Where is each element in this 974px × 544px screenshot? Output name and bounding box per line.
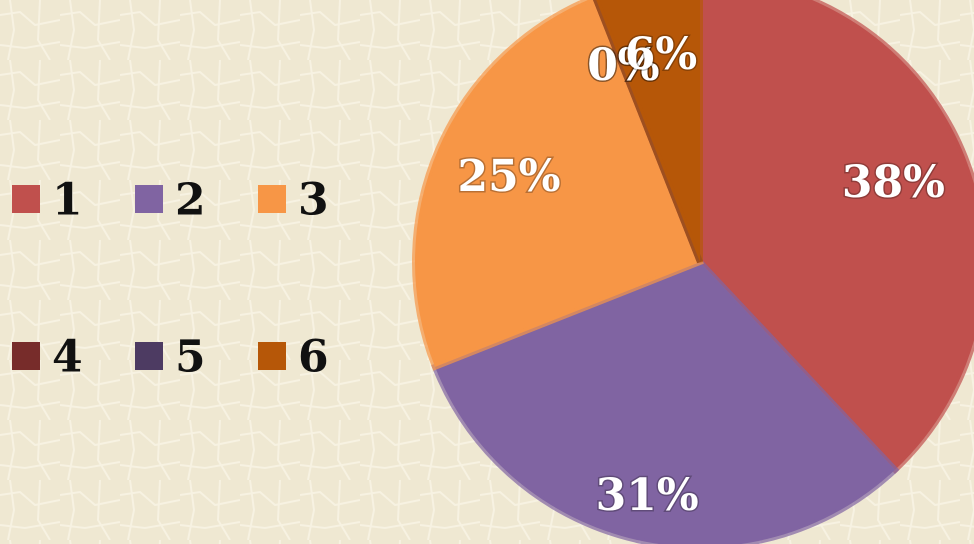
legend-swatch <box>135 342 163 370</box>
legend-label: 5 <box>175 332 206 383</box>
legend-swatch <box>135 185 163 213</box>
pie-slice <box>431 258 900 544</box>
legend-label: 2 <box>175 175 206 226</box>
data-label: 0% <box>587 40 659 91</box>
pie-slice <box>412 0 704 371</box>
data-label: 0% <box>587 40 659 91</box>
legend-swatch <box>258 185 286 213</box>
pie-slice <box>697 0 974 474</box>
pie: 38%31%25%0%0%6% <box>412 0 974 544</box>
legend-swatch <box>258 342 286 370</box>
legend-label: 6 <box>298 332 329 383</box>
pie-slice <box>593 0 703 264</box>
legend-swatch <box>12 342 40 370</box>
data-label: 31% <box>596 470 699 521</box>
legend-label: 3 <box>298 175 329 226</box>
data-label: 38% <box>842 157 945 208</box>
legend-label: 1 <box>52 175 83 226</box>
legend: 1 2 3 4 5 6 <box>12 175 329 383</box>
data-label: 25% <box>458 151 561 202</box>
data-label: 6% <box>625 29 697 80</box>
legend-label: 4 <box>52 332 83 383</box>
legend-swatch <box>12 185 40 213</box>
